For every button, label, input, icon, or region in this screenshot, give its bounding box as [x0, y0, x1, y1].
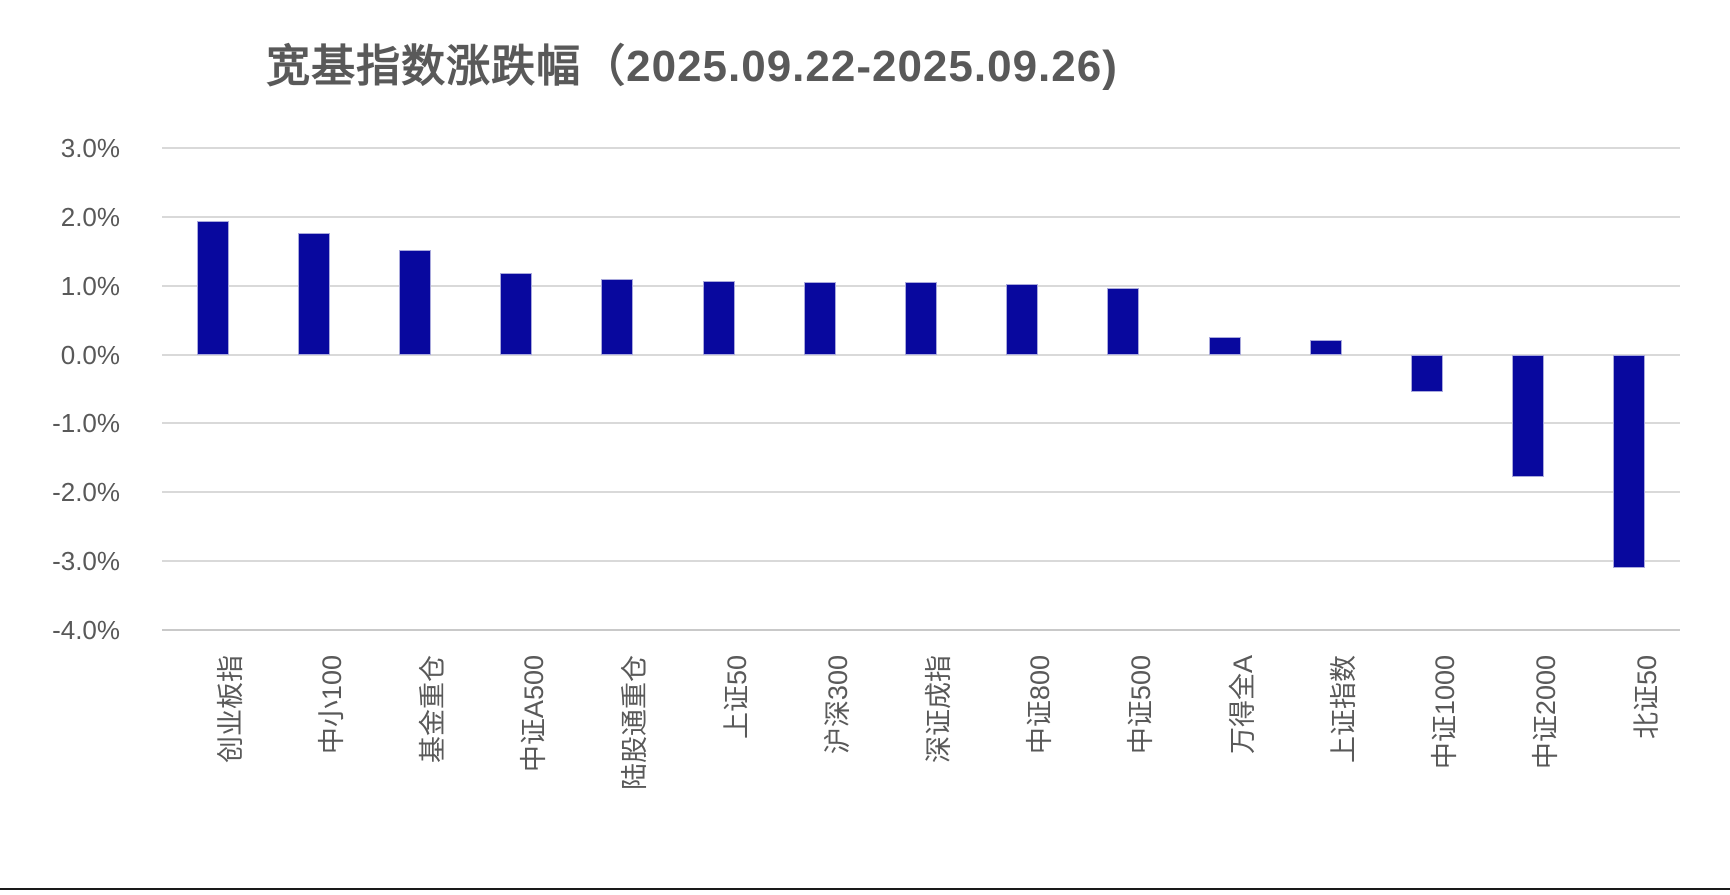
bar	[399, 249, 431, 355]
y-gridline	[162, 147, 1680, 149]
bar	[1309, 340, 1342, 355]
bar	[1107, 287, 1140, 355]
x-axis-tick-label: 基金重仓	[418, 655, 448, 763]
y-axis-tick-label: -1.0%	[52, 408, 120, 439]
bar	[1613, 354, 1646, 569]
chart-title: 宽基指数涨跌幅（2025.09.22-2025.09.26)	[266, 42, 1118, 91]
y-gridline	[162, 560, 1680, 563]
bar	[601, 278, 634, 355]
bar	[500, 272, 533, 355]
bar	[1208, 337, 1241, 355]
bar	[905, 282, 937, 355]
bar	[1411, 354, 1443, 393]
bar	[1512, 354, 1545, 478]
x-axis-tick-label: 中证500	[1126, 655, 1157, 755]
x-axis-line	[162, 629, 1680, 631]
x-axis-tick-label: 万得全A	[1227, 655, 1258, 755]
y-axis-tick-label: -4.0%	[52, 615, 120, 645]
x-axis-tick-label: 上证指数	[1328, 655, 1359, 763]
x-axis-tick-label: 北证50	[1632, 655, 1663, 740]
y-axis-tick-label: -2.0%	[52, 477, 120, 508]
x-axis-tick-label: 中证A500	[519, 655, 550, 773]
x-axis-tick-label: 陆股通重仓	[620, 655, 651, 790]
bar	[297, 233, 330, 355]
x-axis-tick-label: 中小100	[316, 655, 347, 755]
x-axis-tick-label: 中证800	[1025, 655, 1056, 755]
y-axis-tick-label: 2.0%	[60, 201, 120, 232]
bar	[702, 280, 735, 355]
y-axis-tick-label: 1.0%	[60, 270, 120, 301]
bar	[1006, 283, 1039, 355]
x-axis-tick-label: 中证2000	[1531, 655, 1562, 770]
x-axis-tick-label: 创业板指	[215, 655, 246, 763]
y-axis-tick-label: 3.0%	[60, 133, 120, 163]
x-axis-tick-label: 上证50	[721, 655, 752, 740]
bar	[803, 281, 836, 355]
bar	[196, 220, 229, 355]
y-gridline	[162, 491, 1680, 494]
footer-divider-line	[0, 888, 1730, 890]
y-gridline	[162, 215, 1680, 218]
y-gridline	[162, 353, 1680, 356]
x-axis-tick-label: 深证成指	[924, 655, 954, 763]
y-axis-tick-label: 0.0%	[60, 339, 120, 370]
y-axis-tick-label: -3.0%	[52, 546, 120, 577]
plot-area: 创业板指 中小100 基金重仓 中证A500 陆股通重仓 上证50 沪深300 深证成指 中证8…	[162, 147, 1680, 790]
x-axis-tick-label: 中证1000	[1430, 655, 1460, 770]
y-gridline	[162, 422, 1680, 425]
x-axis-tick-label: 沪深300	[822, 655, 853, 755]
